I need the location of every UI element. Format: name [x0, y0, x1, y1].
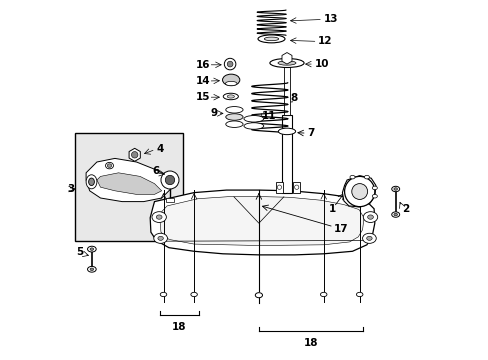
Ellipse shape: [158, 236, 163, 240]
Text: 14: 14: [195, 76, 210, 86]
Circle shape: [344, 176, 374, 207]
Circle shape: [165, 175, 174, 185]
Ellipse shape: [225, 114, 243, 120]
Ellipse shape: [160, 292, 166, 297]
Bar: [284, 63, 289, 115]
Ellipse shape: [190, 292, 197, 297]
Ellipse shape: [156, 215, 162, 219]
Text: 15: 15: [196, 92, 210, 102]
Ellipse shape: [269, 58, 304, 68]
Text: 5: 5: [76, 247, 83, 257]
Ellipse shape: [258, 35, 285, 43]
Text: 3: 3: [67, 184, 75, 194]
Circle shape: [131, 152, 138, 158]
Ellipse shape: [88, 178, 94, 185]
Ellipse shape: [244, 123, 263, 129]
FancyBboxPatch shape: [75, 133, 183, 241]
Text: 13: 13: [323, 14, 338, 24]
Text: 18: 18: [303, 338, 318, 348]
Bar: [282, 115, 291, 193]
Bar: [293, 182, 299, 193]
Ellipse shape: [356, 292, 362, 297]
Ellipse shape: [255, 293, 262, 298]
Circle shape: [161, 171, 179, 189]
Ellipse shape: [366, 236, 371, 240]
Ellipse shape: [90, 268, 94, 271]
Text: 8: 8: [290, 93, 297, 103]
Circle shape: [224, 58, 235, 70]
Ellipse shape: [371, 194, 377, 198]
Ellipse shape: [278, 128, 295, 135]
Ellipse shape: [225, 107, 243, 113]
Polygon shape: [150, 190, 374, 255]
Ellipse shape: [363, 212, 377, 222]
Polygon shape: [86, 158, 172, 202]
Ellipse shape: [86, 175, 97, 189]
Ellipse shape: [393, 213, 397, 216]
Ellipse shape: [225, 121, 243, 127]
Ellipse shape: [264, 37, 278, 41]
Ellipse shape: [349, 175, 354, 179]
Ellipse shape: [277, 61, 295, 65]
Text: 6: 6: [152, 166, 160, 176]
Ellipse shape: [223, 93, 238, 100]
Ellipse shape: [391, 186, 399, 192]
Circle shape: [227, 61, 232, 67]
Ellipse shape: [244, 116, 263, 122]
Polygon shape: [160, 197, 363, 246]
Ellipse shape: [393, 188, 397, 190]
Ellipse shape: [371, 186, 377, 190]
Text: 17: 17: [333, 224, 347, 234]
Ellipse shape: [227, 95, 234, 98]
Ellipse shape: [87, 266, 96, 272]
Ellipse shape: [391, 212, 399, 217]
Ellipse shape: [152, 212, 166, 222]
Text: 16: 16: [196, 60, 210, 70]
Text: 4: 4: [156, 144, 163, 154]
Ellipse shape: [90, 248, 94, 251]
Ellipse shape: [107, 164, 111, 167]
Ellipse shape: [367, 215, 373, 219]
Text: 12: 12: [318, 36, 332, 46]
Circle shape: [294, 185, 298, 189]
Text: 9: 9: [210, 108, 217, 118]
Ellipse shape: [225, 81, 237, 86]
Polygon shape: [342, 176, 375, 207]
Ellipse shape: [105, 162, 113, 169]
Text: 18: 18: [172, 322, 186, 332]
Polygon shape: [97, 173, 162, 194]
Bar: [166, 198, 173, 202]
Bar: [276, 182, 282, 193]
Ellipse shape: [320, 292, 326, 297]
Text: 2: 2: [401, 204, 408, 214]
Ellipse shape: [153, 233, 167, 243]
Text: 10: 10: [314, 59, 328, 69]
Ellipse shape: [362, 233, 375, 243]
Text: 1: 1: [328, 204, 336, 214]
Ellipse shape: [364, 175, 368, 179]
Text: 7: 7: [307, 128, 314, 138]
Circle shape: [351, 184, 367, 199]
Ellipse shape: [222, 74, 239, 86]
Ellipse shape: [87, 246, 96, 252]
Text: 11: 11: [261, 111, 276, 121]
Circle shape: [277, 185, 281, 189]
